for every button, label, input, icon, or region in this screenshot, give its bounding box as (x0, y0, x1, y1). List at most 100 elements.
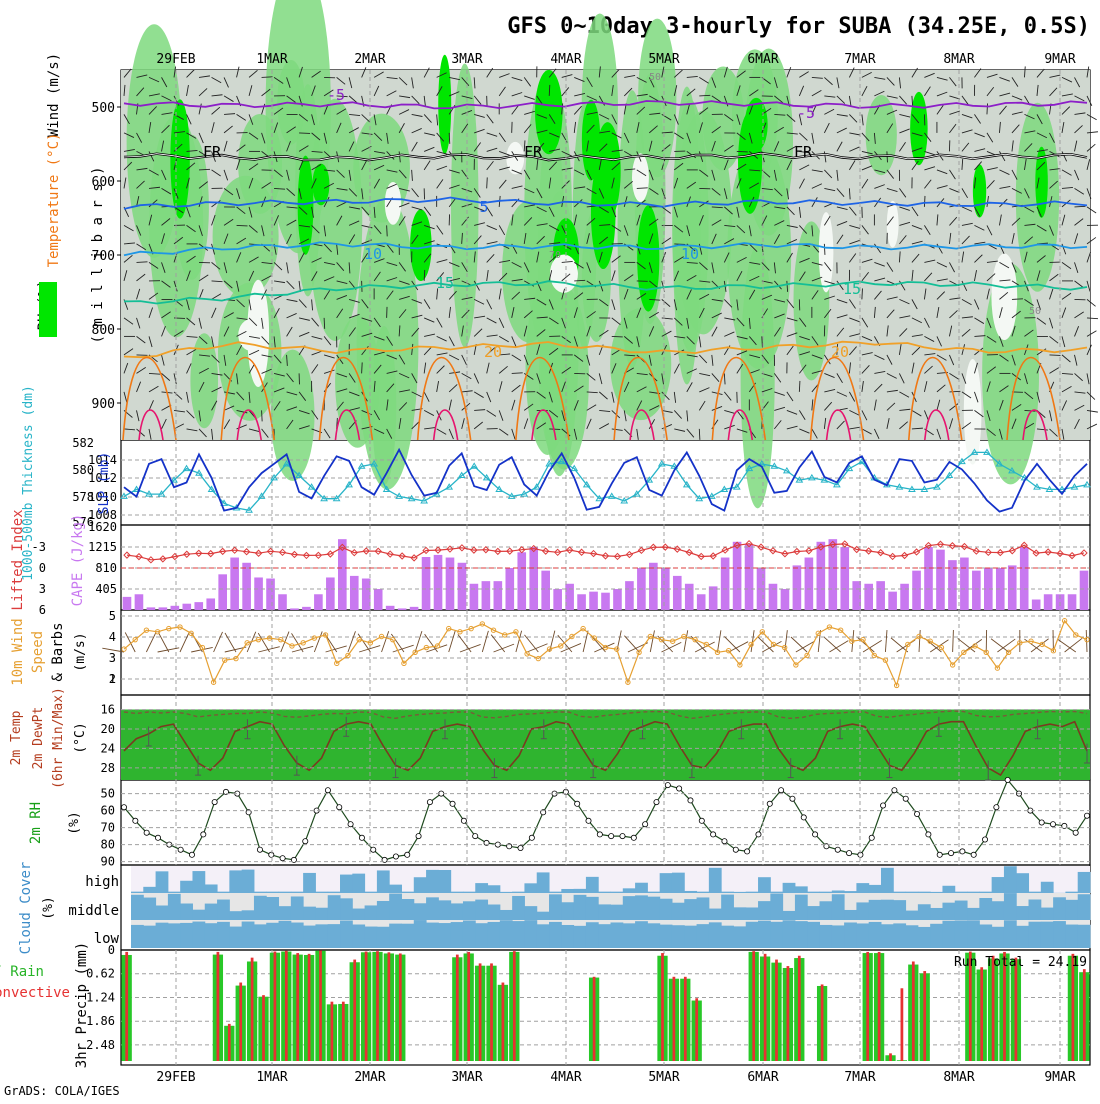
precip-side-label: 3hr Precip (mm) (74, 942, 90, 1068)
cloud-mid-cell (1029, 899, 1042, 920)
cloud-high-cell (697, 892, 710, 893)
cloud-mid-cell (549, 894, 562, 920)
cloud-mid-cell (352, 909, 365, 920)
rh2m-tick: 60 (101, 804, 115, 818)
rh-point (575, 801, 580, 806)
cape-bar (972, 571, 981, 610)
cloud-mid-cell (340, 898, 353, 920)
cloud-mid-cell (647, 897, 660, 920)
cloud-low-cell (906, 925, 919, 948)
cloud-mid-cell (315, 908, 328, 920)
slp-line (124, 450, 1087, 512)
cloud-mid-cell (401, 899, 414, 920)
rh2m-tick: 70 (101, 821, 115, 835)
cape-bar (793, 565, 802, 610)
rh-point (711, 832, 716, 837)
cloud-mid-cell (783, 911, 796, 920)
precip-conv-bar (695, 998, 698, 1061)
cloud-mid-cell (979, 898, 992, 920)
cloud-high-cell (377, 870, 390, 893)
rh-point (914, 811, 919, 816)
cloud-high-cell (500, 892, 513, 893)
precip-conv-bar (285, 951, 288, 1061)
cape-bar (697, 594, 706, 610)
precip-conv-bar (274, 952, 277, 1061)
precip-conv-bar (513, 951, 516, 1061)
precip-conv-bar (684, 977, 687, 1061)
cape-bar (494, 581, 503, 610)
cloud-high-cell (143, 887, 156, 893)
cape-tick: 810 (95, 561, 117, 575)
rh-point (155, 835, 160, 840)
cloud-high-cell (795, 886, 808, 893)
precip-conv-bar (251, 958, 254, 1061)
cape-bar (541, 571, 550, 610)
credit-label: GrADS: COLA/IGES (4, 1084, 120, 1098)
cloud-mid-cell (242, 910, 255, 920)
rh-shade-bright (535, 70, 563, 154)
cape-bar (314, 594, 323, 610)
rh-shade-dry (887, 201, 899, 248)
cape-axis-label: CAPE (J/kg) (70, 514, 86, 607)
slp-side-labels-2: SLP (mb) (97, 452, 112, 515)
cloud-mid-cell (758, 901, 771, 920)
cloud-low-cell (746, 922, 759, 948)
wind10-axis-label-3: & Barbs (50, 622, 66, 681)
cape-bar (230, 558, 239, 610)
cloud-low-cell (660, 925, 673, 948)
cloud-mid-cell (684, 899, 697, 920)
wind10-axis-label-2: Speed (30, 631, 46, 673)
wind10-barb (258, 633, 269, 652)
wind-barb (199, 169, 210, 170)
cape-bar (553, 589, 562, 610)
cloud-side-label: Cloud Cover (18, 862, 34, 955)
date-label-bottom: 2MAR (354, 1070, 385, 1085)
pressure-tick: 500 (92, 101, 115, 116)
rh-point (801, 815, 806, 820)
cloud-low-cell (672, 925, 685, 948)
cape-bar (613, 589, 622, 610)
cloud-low-cell (844, 922, 857, 948)
temp2m-side-label: (6hr Min/Max) (51, 687, 66, 789)
cape-lifted-panel (121, 525, 1090, 610)
wind-barb (137, 262, 148, 263)
cloud-mid-cell (475, 900, 488, 920)
rh-shade-dry (819, 212, 834, 292)
cloud-high-cell (340, 875, 353, 893)
cape-bar (769, 584, 778, 610)
date-label-bottom: 5MAR (648, 1070, 679, 1085)
cloud-low-cell (918, 927, 931, 948)
cloud-mid-cell (733, 907, 746, 920)
cloud-mid-cell (389, 894, 402, 920)
cloud-high-cell (733, 892, 746, 893)
precip-conv-bar (798, 956, 801, 1061)
cloud-cover-panel (131, 866, 1091, 948)
wind10-units: (m/s) (73, 632, 88, 671)
rh-point (121, 805, 126, 810)
wind-barb (387, 225, 388, 236)
cloud-low-cell (893, 923, 906, 948)
cloud-high-cell (205, 884, 218, 893)
temp2m-units: (°C) (73, 722, 88, 753)
thickness-tick: 582 (72, 436, 94, 450)
wind10-side-label: 10m Wind (10, 618, 26, 685)
cloud-low-cell (266, 923, 279, 948)
rh2m-tick: 80 (101, 838, 115, 852)
wind-barb (362, 362, 363, 373)
cape-bar (864, 584, 873, 610)
temp2m-panel (121, 695, 1090, 780)
wind-barb (762, 336, 763, 347)
wind10-speed-line (124, 621, 1087, 686)
wind-barb (299, 133, 310, 134)
wind-barb (1012, 299, 1023, 300)
cloud-mid-cell (1065, 900, 1078, 920)
cape-bar (625, 581, 634, 610)
precip-conv-bar (319, 950, 322, 1061)
cloud-low-cell (156, 923, 169, 948)
cloud-high-cell (1016, 873, 1029, 893)
wind10-barb (180, 632, 189, 652)
cloud-mid-cell (623, 896, 636, 920)
cloud-high-cell (438, 870, 451, 893)
cloud-high-cell (229, 870, 242, 893)
precip-conv-bar (752, 951, 755, 1061)
